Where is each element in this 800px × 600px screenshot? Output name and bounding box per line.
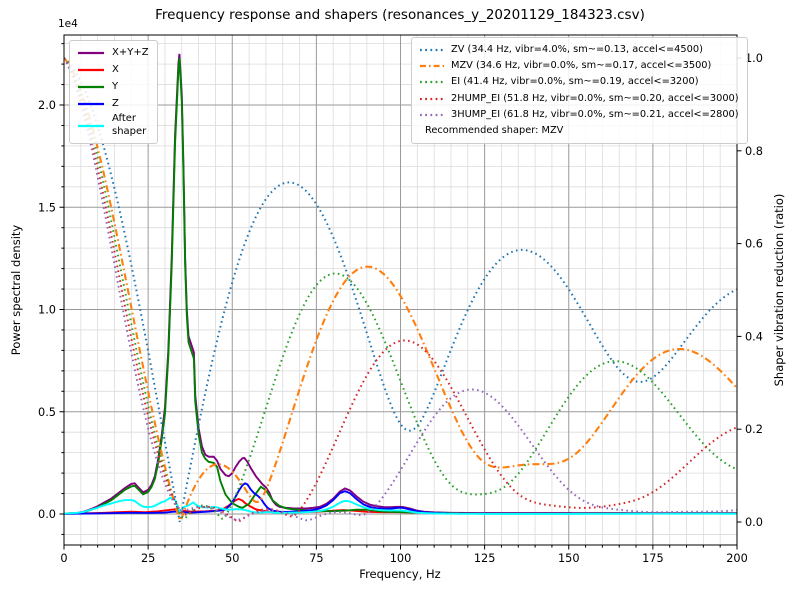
legend-line-swatch [420,97,444,100]
right-tick-label-0: 0.0 [745,516,763,529]
right-y-axis-label: Shaper vibration reduction (ratio) [772,193,786,387]
legend-line-swatch [420,65,444,68]
psd-legend-item-Z: Z [77,96,149,112]
right-tick-label-0.8: 0.8 [745,145,763,158]
shaper-legend-item-EI: EI (41.4 Hz, vibr=0.0%, sm~=0.19, accel<… [419,74,739,90]
shaper-legend-item-2HUMP_EI: 2HUMP_EI (51.8 Hz, vibr=0.0%, sm~=0.20, … [419,91,739,107]
x-tick-label-100: 100 [390,552,412,565]
x-tick-label-25: 25 [141,552,155,565]
left-tick-label-0: 0.0 [38,508,56,521]
left-tick-label-0.5: 0.5 [38,406,56,419]
left-tick-label-2: 2.0 [38,99,56,112]
shaper-legend-recommended-note: Recommended shaper: MZV [419,123,739,139]
legend-line-swatch [78,102,104,106]
legend-label: After shaper [112,113,147,137]
recommended-shaper-note: Recommended shaper: MZV [425,124,564,136]
legend-label: 2HUMP_EI (51.8 Hz, vibr=0.0%, sm~=0.20, … [451,92,739,104]
chart-title: Frequency response and shapers (resonanc… [155,7,645,23]
x-tick-label-200: 200 [726,552,748,565]
shaper-legend-item-ZV: ZV (34.4 Hz, vibr=4.0%, sm~=0.13, accel<… [419,42,739,58]
right-tick-label-0.6: 0.6 [745,238,763,251]
left-y-axis-label: Power spectral density [9,224,23,356]
x-tick-label-175: 175 [642,552,664,565]
psd-legend-item-X: X [77,62,149,78]
legend-label: 3HUMP_EI (61.8 Hz, vibr=0.0%, sm~=0.21, … [451,108,739,120]
legend-label: Y [112,80,119,92]
x-tick-label-150: 150 [558,552,580,565]
x-axis-label: Frequency, Hz [359,567,441,581]
right-tick-label-0.4: 0.4 [745,330,763,343]
shaper-legend: ZV (34.4 Hz, vibr=4.0%, sm~=0.13, accel<… [411,37,748,145]
curves [64,53,737,523]
x-tick-label-0: 0 [60,552,67,565]
ticks [59,43,742,550]
legend-line-swatch [78,68,104,72]
shaper-legend-item-3HUMP_EI: 3HUMP_EI (61.8 Hz, vibr=0.0%, sm~=0.21, … [419,107,739,123]
legend-label: X+Y+Z [112,46,149,58]
legend-label: EI (41.4 Hz, vibr=0.0%, sm~=0.19, accel<… [451,76,699,88]
legend-line-swatch [420,48,444,52]
legend-label: MZV (34.6 Hz, vibr=0.0%, sm~=0.17, accel… [451,60,712,72]
shaper-curve-MZV [64,57,737,522]
legend-line-swatch [420,113,444,116]
psd-legend-item-X+Y+Z: X+Y+Z [77,45,149,61]
legend-line-swatch [78,124,104,127]
left-tick-label-1.5: 1.5 [38,201,56,214]
psd-legend-item-Y: Y [77,79,149,95]
x-tick-label-75: 75 [309,552,323,565]
legend-label: X [112,63,119,75]
right-tick-label-0.2: 0.2 [745,423,763,436]
legend-line-swatch [78,51,104,55]
shaper-legend-item-MZV: MZV (34.6 Hz, vibr=0.0%, sm~=0.17, accel… [419,58,739,74]
legend-label: ZV (34.4 Hz, vibr=4.0%, sm~=0.13, accel<… [451,43,703,55]
left-tick-label-1: 1.0 [38,304,56,317]
psd-curve-Y [64,57,737,515]
tick-labels: 0 25 50 75 100 125 150 175 200 0.0 0.5 1.0 1.5 2.0 0.0… [38,52,763,565]
psd-legend-item-after-shaper: After shaper [77,113,149,138]
legend-label: Z [112,97,119,109]
x-tick-label-125: 125 [474,552,496,565]
right-tick-label-1: 1.0 [745,52,763,65]
x-tick-label-50: 50 [225,552,239,565]
legend-line-swatch [420,81,444,84]
psd-axis-offset-label: 1e4 [58,18,78,30]
legend-line-swatch [78,85,104,89]
psd-legend: X+Y+Z X Y Z After shaper [69,40,158,144]
